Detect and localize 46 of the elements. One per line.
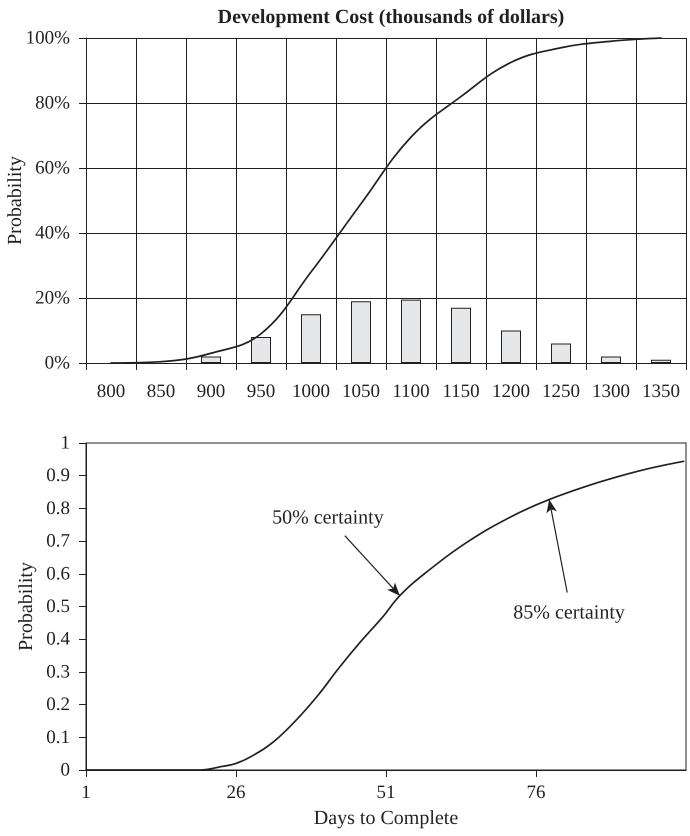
x-tick-label: 850 <box>146 381 176 402</box>
y-tick-label: 20% <box>35 288 70 308</box>
x-tick-label: 1 <box>81 782 91 803</box>
y-tick-label: 100% <box>26 28 70 48</box>
x-tick-label: 76 <box>526 782 546 803</box>
y-tick-label: 0.8 <box>46 498 70 519</box>
x-tick-label: 950 <box>246 381 276 402</box>
bar <box>601 356 621 363</box>
x-tick-label: 1050 <box>342 381 380 402</box>
x-tick-label: 800 <box>96 381 126 402</box>
y-tick-label: 0 <box>60 760 70 780</box>
y-tick-label: 0.5 <box>46 596 70 617</box>
y-tick-label: 0.6 <box>46 563 70 584</box>
y-axis-title: Probability <box>4 156 26 245</box>
y-tick-label: 0% <box>44 352 70 374</box>
annotation: 50% certainty <box>272 506 384 528</box>
chart-title: Development Cost (thousands of dollars) <box>218 6 564 28</box>
bar <box>651 360 671 363</box>
y-tick-label: 0.7 <box>46 530 70 552</box>
y-tick-label: 0.4 <box>46 628 70 650</box>
y-tick-label: 0.3 <box>46 661 70 682</box>
annotation: 85% certainty <box>513 601 625 624</box>
x-tick-label: 1300 <box>592 381 630 402</box>
y-tick-label: 1 <box>60 432 70 454</box>
bar <box>301 314 321 363</box>
bar <box>551 344 571 363</box>
x-tick-label: 1100 <box>392 381 430 402</box>
bar <box>451 308 471 363</box>
y-tick-label: 80% <box>35 92 70 114</box>
bar <box>501 330 521 363</box>
x-tick-label: 1250 <box>542 381 580 402</box>
y-tick-label: 60% <box>35 158 70 178</box>
x-tick-label: 51 <box>376 782 396 803</box>
y-tick-label: 0.1 <box>46 726 70 748</box>
y-tick-label: 0.9 <box>46 465 70 486</box>
y-axis-title: Probability <box>15 562 37 651</box>
x-tick-label: 1200 <box>492 381 530 402</box>
x-axis-title: Days to Complete <box>314 807 458 829</box>
x-tick-label: 26 <box>226 782 246 803</box>
y-tick-label: 0.2 <box>46 694 70 716</box>
x-tick-label: 1350 <box>642 381 680 402</box>
x-tick-label: 900 <box>196 381 226 402</box>
bar <box>351 301 371 363</box>
x-tick-label: 1150 <box>442 381 480 402</box>
x-tick-label: 1000 <box>292 381 330 402</box>
y-tick-label: 40% <box>35 222 70 244</box>
